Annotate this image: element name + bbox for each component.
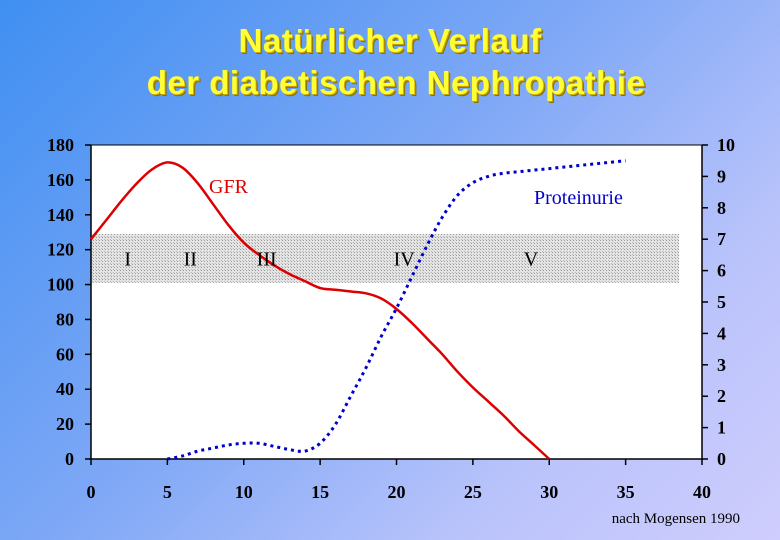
y-right-tick-label: 6 (717, 261, 726, 281)
x-tick-label: 25 (464, 482, 482, 502)
y-left-tick-label: 180 (47, 135, 74, 155)
stage-band (91, 233, 680, 283)
y-right-tick-label: 1 (717, 418, 726, 438)
stage-label: IV (394, 248, 416, 270)
stage-label: V (524, 248, 539, 270)
y-left-tick-label: 140 (47, 205, 74, 225)
x-tick-label: 0 (87, 482, 96, 502)
y-right-tick-label: 0 (717, 449, 726, 469)
x-tick-label: 40 (693, 482, 711, 502)
y-right-tick-label: 2 (717, 386, 726, 406)
x-tick-label: 10 (235, 482, 253, 502)
x-tick-label: 30 (540, 482, 558, 502)
source-note: nach Mogensen 1990 (611, 511, 740, 527)
y-right-tick-label: 4 (717, 323, 726, 343)
plot-area (90, 144, 703, 460)
y-left-tick-label: 160 (47, 170, 74, 190)
stage-label: III (257, 248, 277, 270)
x-tick-label: 35 (617, 482, 635, 502)
x-tick-label: 20 (388, 482, 406, 502)
title-line-2: der diabetischen Nephropathie (146, 64, 646, 101)
y-left-tick-label: 80 (56, 309, 74, 329)
gfr-label: GFR (209, 176, 249, 198)
proteinurie-label: Proteinurie (534, 187, 623, 209)
x-tick-label: 5 (163, 482, 172, 502)
y-left-tick-label: 0 (65, 449, 74, 469)
proteinurie-line (167, 159, 626, 461)
y-right-tick-label: 7 (717, 229, 726, 249)
y-right-tick-label: 5 (717, 292, 726, 312)
x-tick-label: 15 (311, 482, 329, 502)
title-line-1: Natürlicher Verlauf (238, 22, 542, 59)
y-right-tick-label: 9 (717, 166, 726, 186)
y-left-tick-label: 20 (56, 414, 74, 434)
y-left-tick-label: 60 (56, 344, 74, 364)
y-right-tick-label: 3 (717, 355, 726, 375)
y-right-tick-label: 10 (717, 135, 735, 155)
y-right-tick-label: 8 (717, 198, 726, 218)
y-left-tick-label: 120 (47, 240, 74, 260)
gfr-line (90, 161, 551, 460)
stage-label: I (124, 248, 131, 270)
y-left-tick-label: 40 (56, 379, 74, 399)
stage-label: II (184, 248, 197, 270)
y-left-tick-label: 100 (47, 275, 74, 295)
